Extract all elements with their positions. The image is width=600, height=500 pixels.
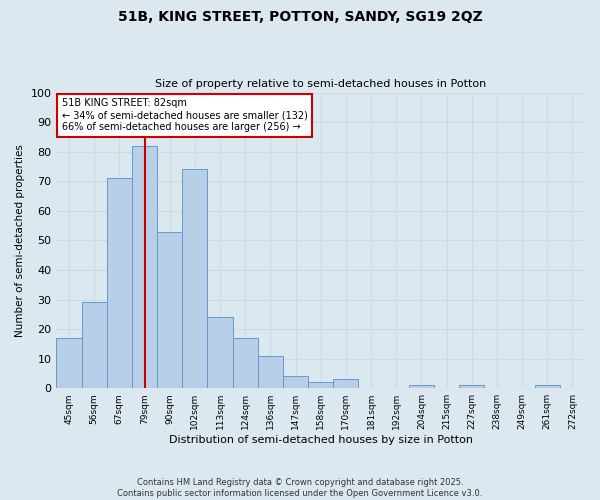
Bar: [258, 356, 283, 388]
Bar: [308, 382, 333, 388]
Bar: [182, 170, 208, 388]
Title: Size of property relative to semi-detached houses in Potton: Size of property relative to semi-detach…: [155, 79, 487, 89]
Bar: [157, 232, 182, 388]
Bar: [283, 376, 308, 388]
Text: 51B, KING STREET, POTTON, SANDY, SG19 2QZ: 51B, KING STREET, POTTON, SANDY, SG19 2Q…: [118, 10, 482, 24]
Y-axis label: Number of semi-detached properties: Number of semi-detached properties: [15, 144, 25, 337]
X-axis label: Distribution of semi-detached houses by size in Potton: Distribution of semi-detached houses by …: [169, 435, 473, 445]
Bar: [459, 386, 484, 388]
Bar: [208, 318, 233, 388]
Bar: [409, 386, 434, 388]
Text: 51B KING STREET: 82sqm
← 34% of semi-detached houses are smaller (132)
66% of se: 51B KING STREET: 82sqm ← 34% of semi-det…: [62, 98, 308, 132]
Bar: [82, 302, 107, 388]
Bar: [535, 386, 560, 388]
Text: Contains HM Land Registry data © Crown copyright and database right 2025.
Contai: Contains HM Land Registry data © Crown c…: [118, 478, 482, 498]
Bar: [56, 338, 82, 388]
Bar: [132, 146, 157, 388]
Bar: [107, 178, 132, 388]
Bar: [333, 380, 358, 388]
Bar: [233, 338, 258, 388]
